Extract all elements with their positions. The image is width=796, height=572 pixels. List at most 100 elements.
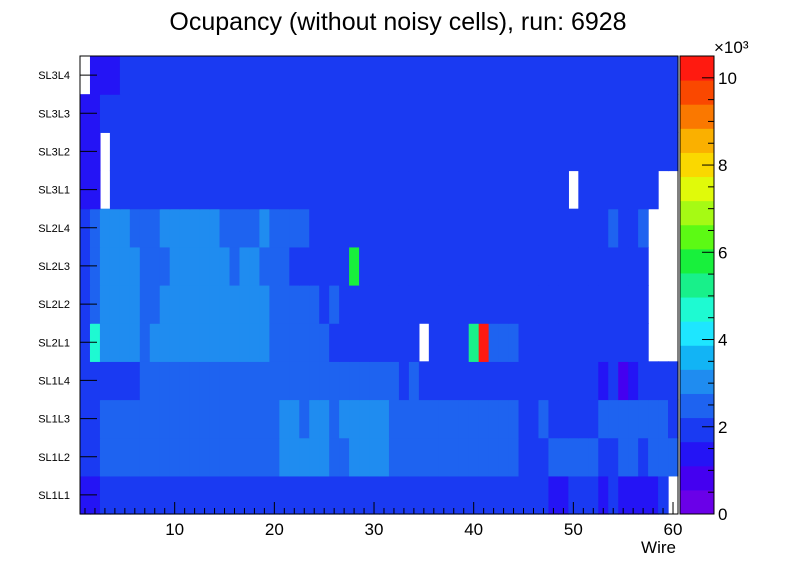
heatmap-cell — [628, 208, 639, 248]
heatmap-cell — [179, 285, 191, 324]
heatmap-cell — [618, 94, 629, 133]
heatmap-cell — [398, 285, 410, 324]
heatmap-cell — [578, 323, 589, 362]
heatmap-cell — [398, 170, 410, 210]
heatmap-cell — [548, 56, 559, 95]
heatmap-cell — [299, 399, 310, 439]
heatmap-cell — [149, 475, 161, 515]
heatmap-cell — [458, 323, 470, 362]
heatmap-cell — [668, 399, 679, 439]
heatmap-cell — [548, 94, 559, 133]
heatmap-cell — [179, 475, 191, 515]
heatmap-cell — [229, 170, 241, 210]
heatmap-cell — [488, 208, 500, 248]
heatmap-cell — [428, 285, 440, 324]
heatmap-cell — [189, 246, 201, 286]
heatmap-cell — [229, 437, 241, 477]
heatmap-cell — [528, 208, 540, 248]
heatmap-cell — [668, 94, 679, 133]
heatmap-cell — [119, 132, 131, 172]
heatmap-cell — [349, 361, 360, 401]
heatmap-cell — [468, 437, 480, 477]
heatmap-cell — [408, 437, 420, 477]
heatmap-cell — [239, 132, 251, 172]
heatmap-cell — [568, 437, 579, 477]
heatmap-cell — [518, 246, 530, 286]
heatmap-cell — [478, 323, 490, 362]
heatmap-cell — [628, 170, 639, 210]
heatmap-cell — [388, 399, 400, 439]
heatmap-cell — [269, 56, 280, 95]
heatmap-cell — [199, 475, 211, 515]
heatmap-cell — [568, 323, 579, 362]
heatmap-cell — [508, 94, 520, 133]
heatmap-cell — [379, 208, 390, 248]
heatmap-cell — [578, 399, 589, 439]
heatmap-cell — [239, 437, 251, 477]
heatmap-cell — [518, 132, 530, 172]
heatmap-cell — [598, 246, 609, 286]
heatmap-cell — [199, 399, 211, 439]
heatmap-cell — [339, 437, 350, 477]
heatmap-cell — [438, 132, 450, 172]
heatmap-cell — [129, 285, 141, 324]
heatmap-cell — [618, 437, 629, 477]
heatmap-cell — [249, 208, 260, 248]
heatmap-cell — [129, 437, 141, 477]
heatmap-cell — [359, 437, 370, 477]
heatmap-cell — [638, 437, 649, 477]
heatmap-cell — [438, 246, 450, 286]
heatmap-cell — [538, 361, 550, 401]
heatmap-cell — [299, 132, 310, 172]
heatmap-cell — [398, 475, 410, 515]
heatmap-cell — [648, 437, 659, 477]
heatmap-cell — [518, 208, 530, 248]
heatmap-cell — [608, 56, 619, 95]
color-scale-tick-label: 0 — [718, 505, 727, 524]
heatmap-cell — [349, 399, 360, 439]
heatmap-cell — [179, 94, 191, 133]
y-tick-label: SL1L2 — [38, 452, 70, 464]
heatmap-cell — [369, 399, 380, 439]
heatmap-cell — [219, 56, 231, 95]
heatmap-cell — [448, 285, 460, 324]
heatmap-cell — [638, 361, 649, 401]
heatmap-cell — [398, 208, 410, 248]
heatmap-cell — [588, 246, 599, 286]
heatmap-cell — [379, 56, 390, 95]
heatmap-cell — [428, 94, 440, 133]
heatmap-cell — [558, 399, 569, 439]
heatmap-cell — [289, 94, 300, 133]
heatmap-cell — [109, 94, 121, 133]
heatmap-cell — [239, 170, 251, 210]
heatmap-cell — [369, 475, 380, 515]
heatmap-cell — [628, 285, 639, 324]
heatmap-cell — [219, 246, 231, 286]
color-scale-segment — [680, 80, 714, 105]
heatmap-cell — [408, 170, 420, 210]
heatmap-cell — [259, 132, 270, 172]
heatmap-cell — [498, 208, 510, 248]
heatmap-cell — [199, 437, 211, 477]
heatmap-cell — [558, 246, 569, 286]
heatmap-cell — [388, 475, 400, 515]
heatmap-cell — [189, 399, 201, 439]
heatmap-cell — [588, 208, 599, 248]
heatmap-cell — [528, 399, 540, 439]
y-tick-label: SL2L3 — [38, 261, 70, 273]
heatmap-cell — [129, 323, 141, 362]
heatmap-cell — [379, 132, 390, 172]
heatmap-cell — [189, 170, 201, 210]
heatmap-cell — [428, 437, 440, 477]
heatmap-cell — [349, 323, 360, 362]
heatmap-cell — [628, 94, 639, 133]
color-scale-segment — [680, 200, 714, 226]
heatmap-cell — [329, 132, 340, 172]
heatmap-cell — [448, 208, 460, 248]
heatmap-cell — [498, 323, 510, 362]
heatmap-cell — [199, 208, 211, 248]
heatmap-cell — [109, 56, 121, 95]
heatmap-cell — [438, 361, 450, 401]
heatmap-cell — [408, 399, 420, 439]
color-scale-frame — [679, 55, 715, 515]
